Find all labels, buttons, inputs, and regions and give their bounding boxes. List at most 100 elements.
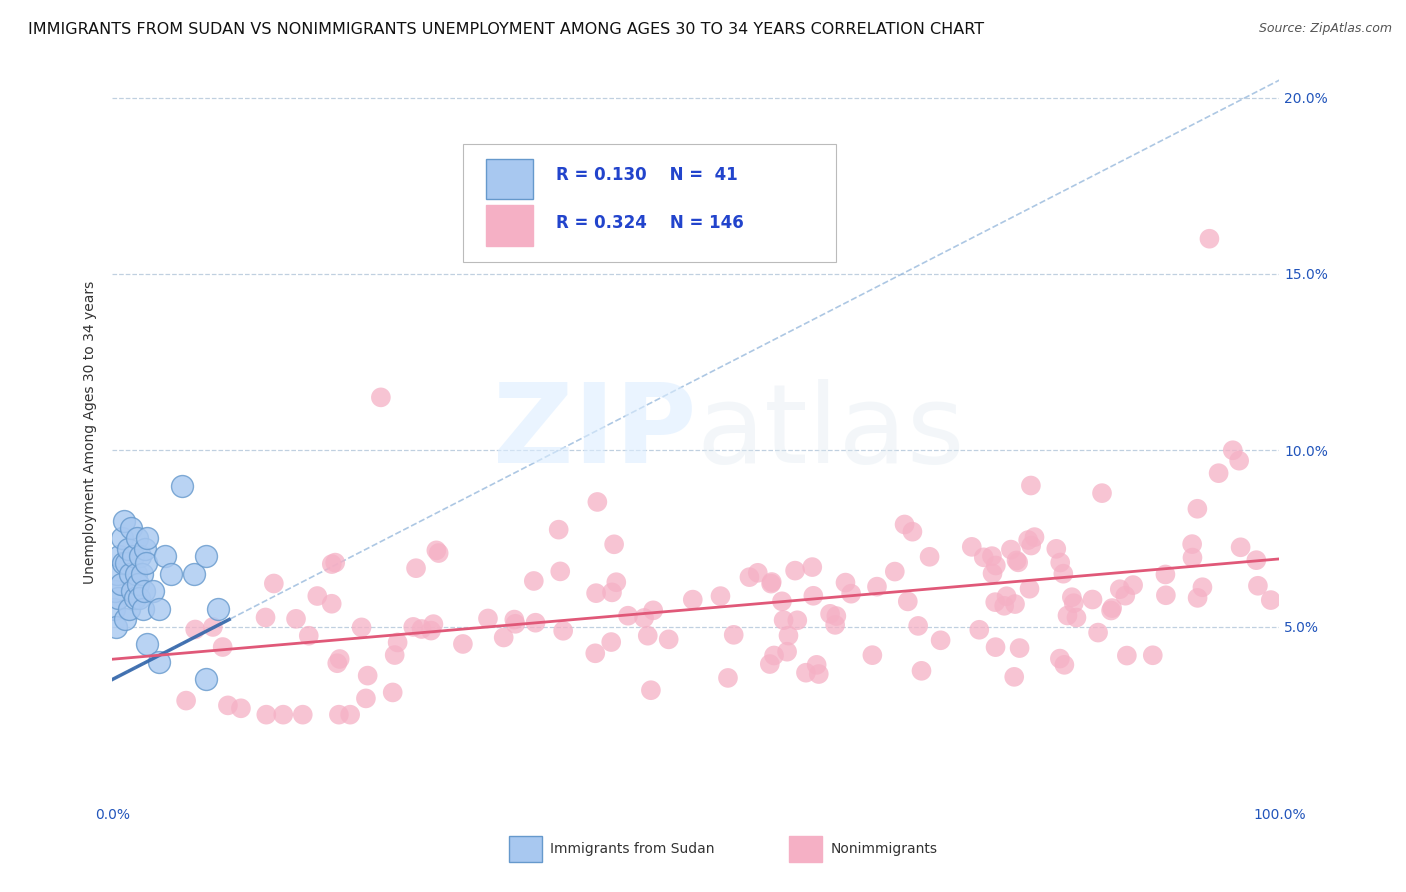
Point — [524, 615, 547, 630]
Point — [984, 640, 1007, 654]
Text: R = 0.324    N = 146: R = 0.324 N = 146 — [555, 214, 744, 232]
Point — [153, 549, 176, 563]
Point — [118, 602, 141, 616]
Point — [897, 594, 920, 608]
Point — [523, 574, 546, 588]
Point — [786, 613, 808, 627]
Point — [640, 683, 662, 698]
Point — [723, 628, 745, 642]
Point — [807, 667, 830, 681]
Point — [682, 592, 704, 607]
Point — [323, 556, 346, 570]
Point — [356, 668, 378, 682]
Point — [993, 599, 1015, 613]
Point — [995, 589, 1018, 603]
Point — [801, 560, 824, 574]
Point — [893, 517, 915, 532]
Point — [307, 589, 329, 603]
Point — [134, 541, 156, 556]
Point — [104, 584, 127, 599]
Point — [585, 586, 607, 600]
FancyBboxPatch shape — [789, 836, 823, 862]
Point — [1053, 657, 1076, 672]
Point — [910, 664, 932, 678]
Point — [1000, 542, 1022, 557]
Point — [422, 617, 444, 632]
Point — [112, 514, 135, 528]
Point — [1060, 591, 1083, 605]
Point — [633, 611, 655, 625]
Point — [759, 576, 782, 591]
Point — [124, 591, 146, 606]
Point — [1019, 478, 1042, 492]
Point — [617, 608, 640, 623]
Point — [136, 637, 159, 651]
Point — [108, 549, 131, 563]
Point — [770, 594, 793, 608]
Point — [201, 620, 224, 634]
Point — [839, 587, 862, 601]
Point — [763, 648, 786, 663]
Point — [291, 707, 314, 722]
Point — [1019, 539, 1042, 553]
Point — [105, 566, 128, 581]
Point — [637, 629, 659, 643]
Y-axis label: Unemployment Among Ages 30 to 34 years: Unemployment Among Ages 30 to 34 years — [83, 281, 97, 584]
Point — [492, 631, 515, 645]
Point — [125, 566, 148, 581]
FancyBboxPatch shape — [463, 144, 837, 262]
Point — [824, 618, 846, 632]
Point — [738, 570, 761, 584]
Text: R = 0.130    N =  41: R = 0.130 N = 41 — [555, 166, 738, 184]
Point — [1229, 541, 1251, 555]
Point — [1114, 589, 1136, 603]
Point — [1056, 608, 1078, 623]
Point — [451, 637, 474, 651]
Point — [1017, 533, 1039, 547]
Point — [1007, 555, 1029, 569]
Point — [211, 640, 233, 654]
Point — [1187, 501, 1209, 516]
Point — [1198, 232, 1220, 246]
Point — [425, 543, 447, 558]
Point — [114, 612, 136, 626]
Point — [586, 495, 609, 509]
Point — [747, 566, 769, 580]
Point — [194, 673, 217, 687]
Point — [860, 648, 883, 662]
Point — [600, 635, 623, 649]
Point — [183, 566, 205, 581]
Point — [321, 597, 343, 611]
Point — [129, 549, 152, 563]
Point — [1087, 625, 1109, 640]
Point — [918, 549, 941, 564]
Point — [207, 602, 229, 616]
Point — [794, 665, 817, 680]
Point — [194, 549, 217, 563]
Point — [973, 550, 995, 565]
Point — [1002, 670, 1025, 684]
Point — [801, 589, 824, 603]
Point — [285, 612, 308, 626]
Point — [107, 591, 129, 606]
Text: ZIP: ZIP — [492, 379, 696, 486]
Point — [131, 566, 153, 581]
Point — [127, 577, 149, 591]
Point — [254, 707, 277, 722]
Point — [1099, 603, 1122, 617]
Point — [350, 620, 373, 634]
Point — [111, 532, 134, 546]
Point — [381, 685, 404, 699]
Point — [1181, 550, 1204, 565]
Point — [1091, 486, 1114, 500]
Point — [136, 532, 159, 546]
Point — [1246, 553, 1268, 567]
Point — [761, 574, 783, 589]
Text: atlas: atlas — [696, 379, 965, 486]
Point — [217, 698, 239, 713]
Point — [1049, 651, 1071, 665]
Point — [172, 478, 194, 492]
Point — [1187, 591, 1209, 605]
Point — [328, 707, 350, 722]
Text: Source: ZipAtlas.com: Source: ZipAtlas.com — [1258, 22, 1392, 36]
